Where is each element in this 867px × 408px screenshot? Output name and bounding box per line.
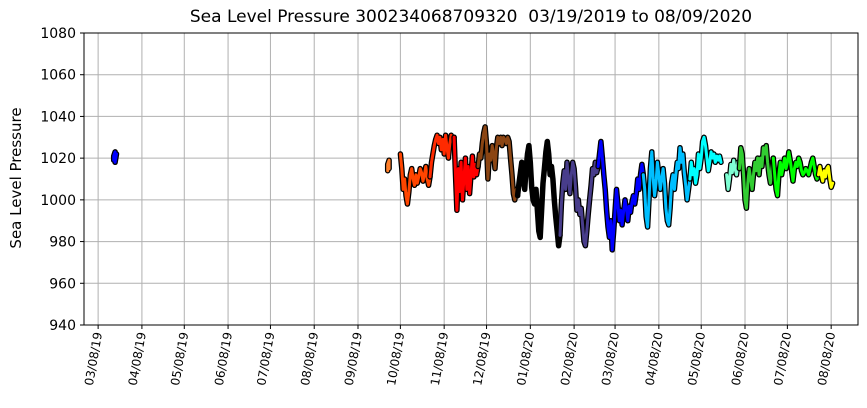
x-tick-label: 04/08/20 xyxy=(643,331,666,387)
y-tick-label: 940 xyxy=(49,318,76,334)
series-7-line xyxy=(558,160,600,248)
y-tick-label: 980 xyxy=(49,235,76,251)
x-tick-label: 07/08/20 xyxy=(771,331,794,387)
x-tick-label: 03/08/19 xyxy=(82,331,105,387)
axis-ticks: 940 960 980 1000 1020 1040 1060 1080 03/08/19 04/… xyxy=(40,26,838,387)
x-tick-label: 11/08/19 xyxy=(428,331,451,387)
x-tick-label: 05/08/19 xyxy=(168,331,191,387)
series-3-line xyxy=(428,133,456,179)
x-tick-label: 07/08/19 xyxy=(254,331,277,387)
y-tick-label: 1000 xyxy=(40,193,76,209)
series-8-line xyxy=(596,140,645,252)
series-13-line xyxy=(771,150,820,198)
y-tick-label: 960 xyxy=(49,276,76,292)
x-tick-label: 05/08/20 xyxy=(685,331,708,387)
series-10-line xyxy=(688,135,723,185)
series-9-line xyxy=(641,146,692,229)
x-tick-label: 08/08/19 xyxy=(298,331,321,387)
x-tick-label: 06/08/19 xyxy=(212,331,235,387)
series-lines xyxy=(110,124,836,253)
x-tick-label: 10/08/19 xyxy=(384,331,407,387)
plot-frame xyxy=(83,32,859,326)
x-tick-label: 12/08/19 xyxy=(470,331,493,387)
x-tick-label: 09/08/19 xyxy=(342,331,365,387)
y-tick-label: 1080 xyxy=(40,26,76,42)
series-12-line xyxy=(737,144,775,210)
x-tick-label: 02/08/20 xyxy=(558,331,581,387)
y-tick-label: 1060 xyxy=(40,68,76,84)
series-14-line xyxy=(817,165,835,189)
x-tick-label: 08/08/20 xyxy=(815,331,838,387)
series-5-line xyxy=(476,125,520,202)
chart-title: Sea Level Pressure 300234068709320 03/19… xyxy=(189,7,753,27)
series-0-line xyxy=(112,150,118,164)
x-tick-label: 04/08/19 xyxy=(126,331,149,387)
series-6-line xyxy=(516,140,562,248)
x-tick-label: 06/08/20 xyxy=(729,331,752,387)
x-tick-label: 01/08/20 xyxy=(514,331,537,387)
series-1-line xyxy=(386,158,391,173)
series-2-line xyxy=(398,152,432,206)
x-tick-label: 03/08/20 xyxy=(599,331,622,387)
y-tick-label: 1020 xyxy=(40,151,76,167)
y-tick-label: 1040 xyxy=(40,109,76,125)
series-4-line xyxy=(452,135,480,212)
